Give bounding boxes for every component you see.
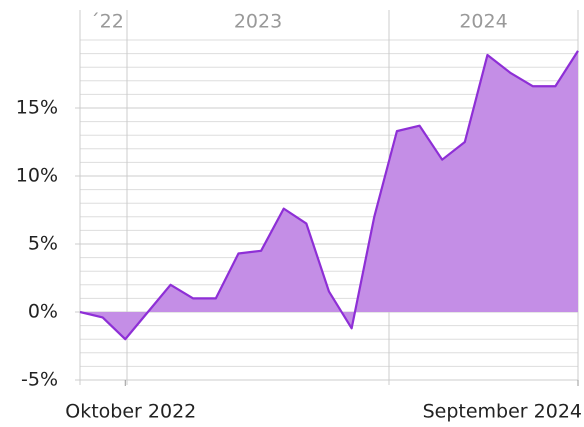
x-tick-label: Oktober 2022 <box>65 401 196 423</box>
line <box>79 50 579 341</box>
y-tick-label: -5% <box>21 369 58 391</box>
year-label: 2023 <box>234 11 282 33</box>
y-tick-label: 0% <box>28 301 58 323</box>
y-tick-label: 10% <box>16 165 58 187</box>
area-fill <box>80 50 578 340</box>
y-tick-label: 15% <box>16 97 58 119</box>
year-label: ´22 <box>90 11 124 33</box>
y-tick-label: 5% <box>28 233 58 255</box>
year-label: 2024 <box>459 11 507 33</box>
x-tick-label: September 2024 <box>423 401 582 423</box>
